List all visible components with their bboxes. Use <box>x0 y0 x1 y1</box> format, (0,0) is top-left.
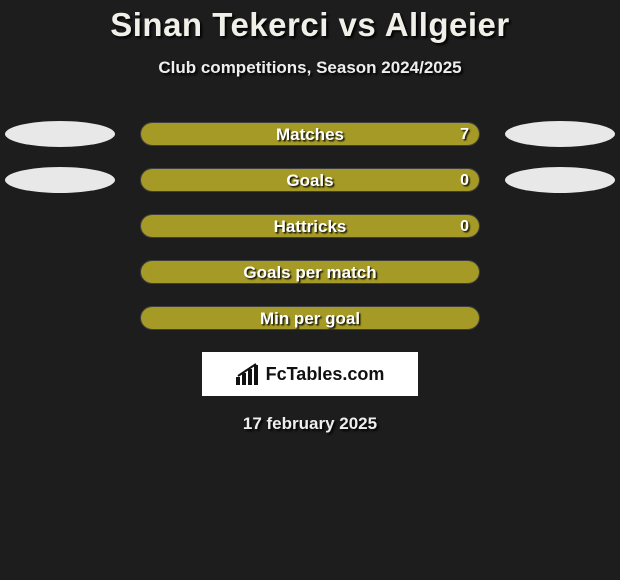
chart-icon <box>236 363 260 385</box>
stat-bar: Goals0 <box>140 168 480 192</box>
stat-bar: Min per goal <box>140 306 480 330</box>
page-subtitle: Club competitions, Season 2024/2025 <box>0 58 620 78</box>
stat-row: Goals0 <box>0 168 620 192</box>
stat-bar: Matches7 <box>140 122 480 146</box>
stat-row: Matches7 <box>0 122 620 146</box>
page-title: Sinan Tekerci vs Allgeier <box>0 6 620 44</box>
stat-bar-fill <box>141 261 479 283</box>
stat-bar-fill <box>141 123 479 145</box>
source-logo[interactable]: FcTables.com <box>202 352 418 396</box>
stat-bar: Goals per match <box>140 260 480 284</box>
comparison-card: Sinan Tekerci vs Allgeier Club competiti… <box>0 0 620 580</box>
stat-row: Goals per match <box>0 260 620 284</box>
player-right-indicator <box>505 121 615 147</box>
stat-bar: Hattricks0 <box>140 214 480 238</box>
stat-bar-fill <box>141 169 479 191</box>
player-left-indicator <box>5 121 115 147</box>
source-logo-text: FcTables.com <box>266 364 385 385</box>
stat-bar-fill <box>141 215 479 237</box>
player-left-indicator <box>5 167 115 193</box>
player-right-indicator <box>505 167 615 193</box>
stat-row: Hattricks0 <box>0 214 620 238</box>
snapshot-date: 17 february 2025 <box>0 414 620 434</box>
stat-row: Min per goal <box>0 306 620 330</box>
stat-bar-fill <box>141 307 479 329</box>
stat-rows: Matches7 Goals0 Hattricks0 Goals per match M… <box>0 122 620 330</box>
